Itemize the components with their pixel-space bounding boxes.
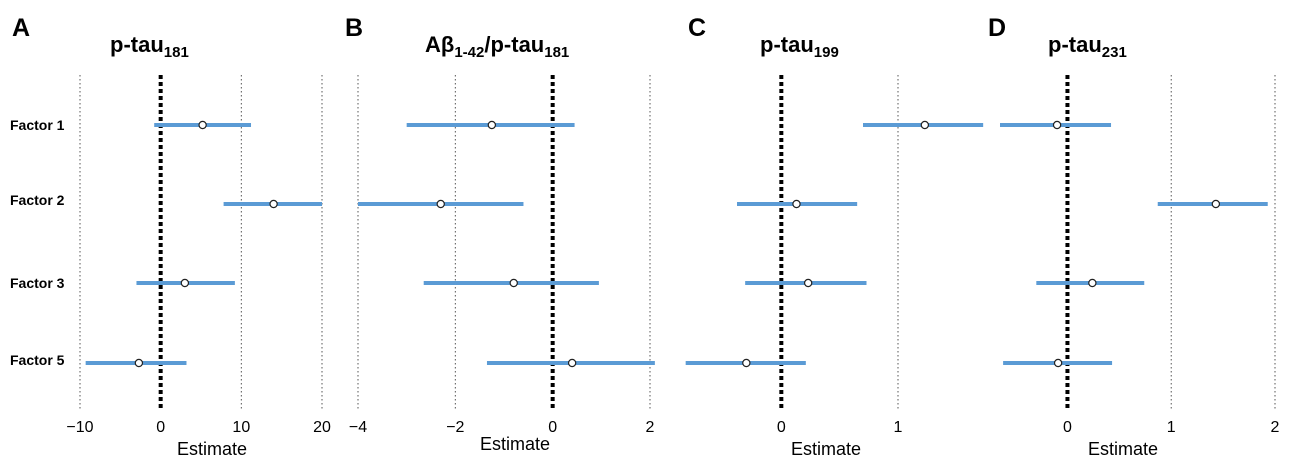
- panel-title: p-tau231: [1048, 32, 1127, 61]
- plot-layer: −10 0 10 20 −4 −2 0 2 0 1 0 1 2: [66, 75, 1280, 436]
- title-subscript: 1-42: [454, 44, 484, 61]
- point-estimate: [1053, 358, 1063, 368]
- x-tick-label: −10: [66, 419, 93, 436]
- x-tick-label: 10: [232, 419, 250, 436]
- x-tick-label: 2: [646, 419, 655, 436]
- x-tick-label: 0: [1063, 419, 1072, 436]
- point-estimate: [436, 199, 445, 209]
- point-estimate: [180, 278, 190, 288]
- x-axis-label: Estimate: [177, 439, 247, 459]
- panel-title: Aβ1-42/p-tau181: [425, 32, 569, 61]
- title-subscript: 181: [164, 44, 189, 61]
- point-estimate: [567, 358, 577, 368]
- x-tick-label: 20: [313, 419, 331, 436]
- x-tick-label: 1: [894, 419, 903, 436]
- x-axis-label: Estimate: [480, 434, 550, 454]
- title-tail: /p-tau: [484, 32, 544, 57]
- x-tick-label: 0: [156, 419, 165, 436]
- x-axis-label: Estimate: [1088, 439, 1158, 459]
- point-estimate: [509, 278, 518, 288]
- factor-label: Factor 3: [10, 275, 65, 291]
- panel-letter: A: [12, 14, 30, 42]
- x-axis-label: Estimate: [791, 439, 861, 459]
- point-estimate: [198, 120, 207, 130]
- title-subscript: 231: [1102, 44, 1127, 61]
- point-estimate: [1088, 278, 1097, 288]
- factor-label: Factor 5: [10, 352, 65, 368]
- point-estimate: [742, 358, 751, 368]
- point-estimate: [1211, 199, 1221, 209]
- panel-d: D p-tau231 Estimate: [988, 14, 1158, 459]
- title-tail-subscript: 181: [544, 44, 569, 61]
- point-estimate: [134, 358, 144, 368]
- panel-letter: B: [345, 14, 363, 42]
- x-tick-label: −4: [349, 419, 367, 436]
- title-main: Aβ: [425, 32, 454, 57]
- point-estimate: [920, 120, 930, 130]
- x-tick-label: 2: [1271, 419, 1280, 436]
- title-main: p-tau: [1048, 32, 1102, 57]
- panel-a: A p-tau181 Estimate: [12, 14, 247, 459]
- x-tick-label: 1: [1167, 419, 1176, 436]
- title-subscript: 199: [814, 44, 839, 61]
- point-estimate: [487, 120, 497, 130]
- title-main: p-tau: [110, 32, 164, 57]
- panel-b: B Aβ1-42/p-tau181 Estimate: [345, 14, 569, 454]
- title-main: p-tau: [760, 32, 814, 57]
- x-tick-label: 0: [777, 419, 786, 436]
- point-estimate: [792, 199, 801, 209]
- x-tick-label: −2: [446, 419, 464, 436]
- panel-letter: C: [688, 14, 706, 42]
- panel-letter: D: [988, 14, 1006, 42]
- panel-c: C p-tau199 Estimate: [688, 14, 861, 459]
- x-tick-label: 0: [548, 419, 557, 436]
- point-estimate: [803, 278, 813, 288]
- panel-title: p-tau181: [110, 32, 189, 61]
- point-estimate: [1052, 120, 1062, 130]
- factor-label: Factor 1: [10, 117, 65, 133]
- factor-label: Factor 2: [10, 192, 65, 208]
- panel-title: p-tau199: [760, 32, 839, 61]
- point-estimate: [269, 199, 278, 209]
- factor-labels: Factor 1 Factor 2 Factor 3 Factor 5: [10, 117, 65, 368]
